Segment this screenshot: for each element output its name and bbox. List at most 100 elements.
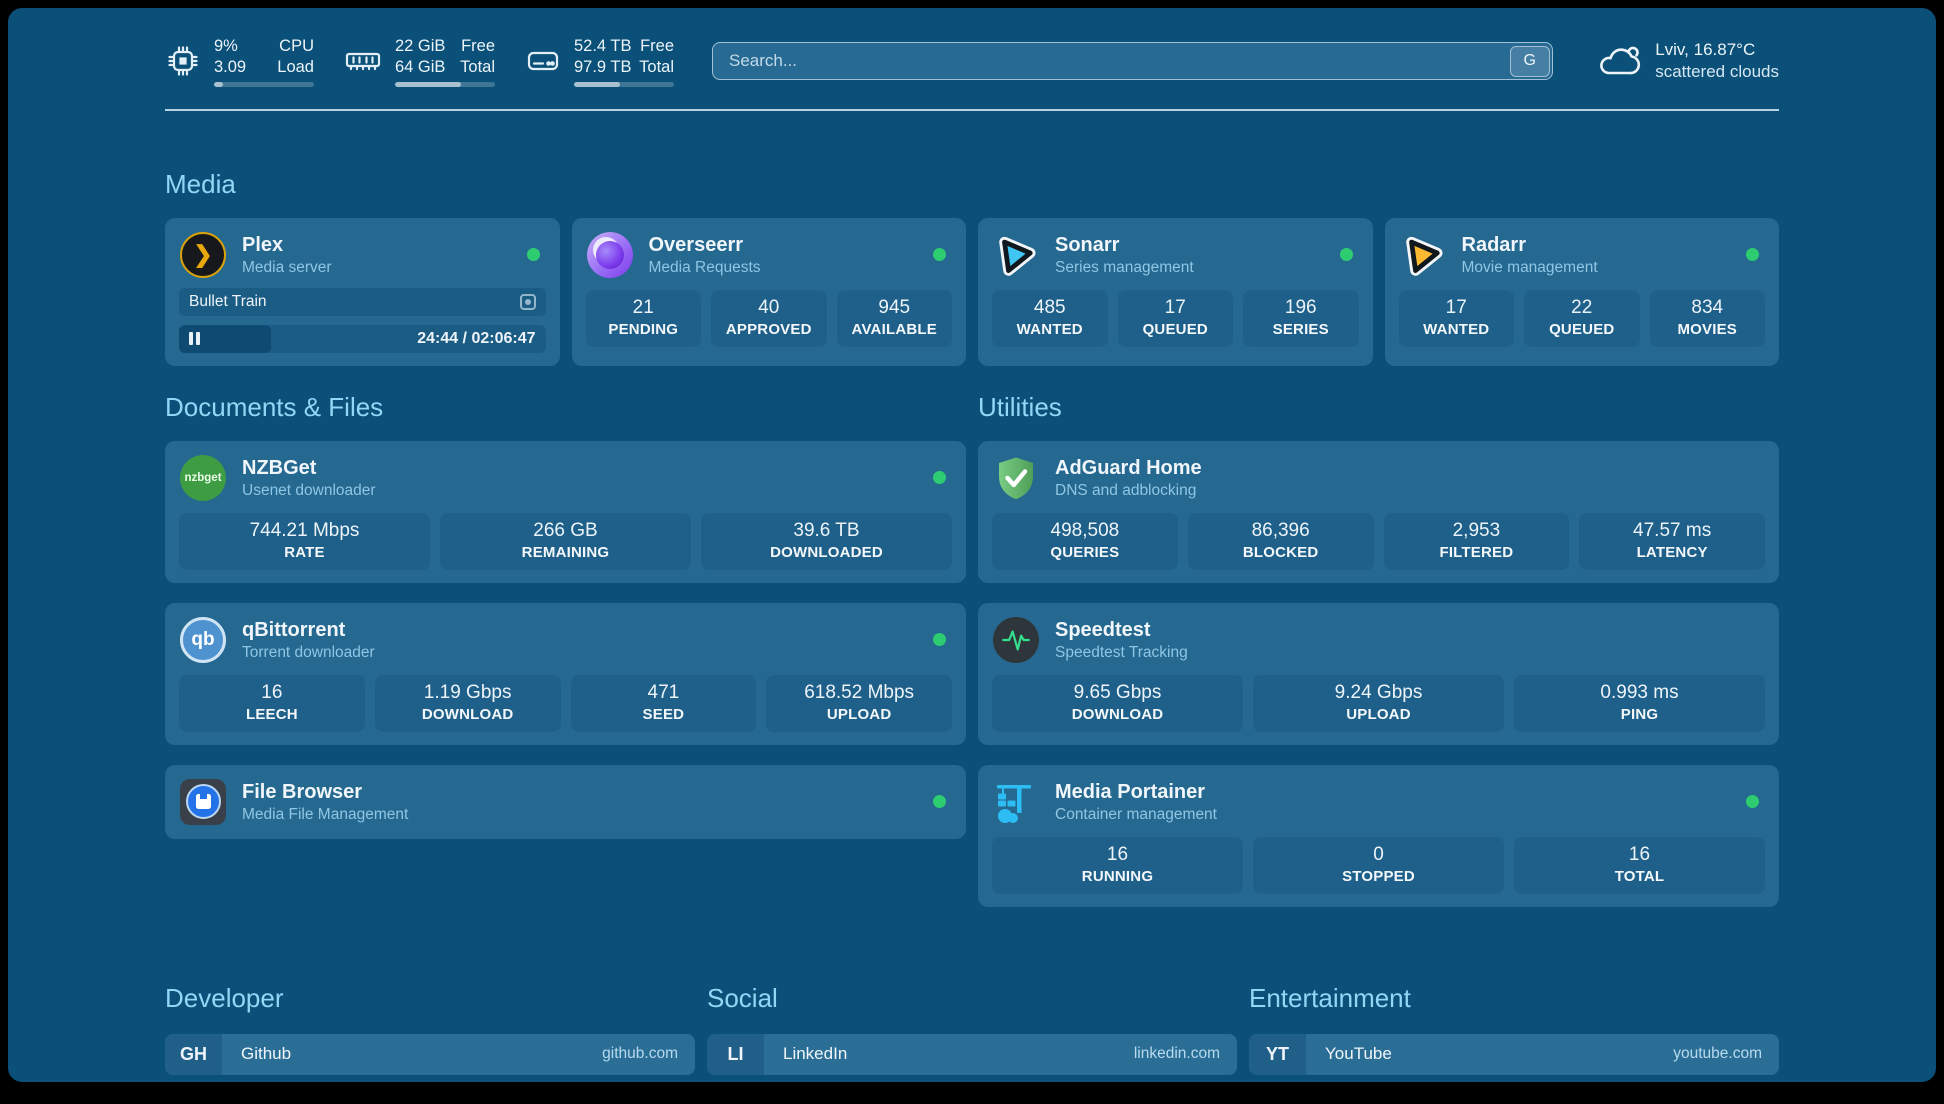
bookmark-header-developer: Developer [165,982,284,1013]
disk-free: 52.4 TB [574,37,632,55]
memory-stat: 22 GiB Free 64 GiB Total [344,36,495,87]
disk-total: 97.9 TB [574,57,632,76]
stat-series: 196 SERIES [1243,289,1359,347]
cpu-load: 3.09 [214,57,247,76]
section-header-media: Media [165,168,236,199]
bookmark-header-entertainment: Entertainment [1249,982,1411,1013]
app-card-plex[interactable]: ❯ Plex Media server Bullet Train 24:44 /… [165,217,560,366]
status-dot [1339,248,1353,262]
bookmark-header-social: Social [707,982,778,1013]
stream-info-icon[interactable] [519,293,536,310]
app-subtitle: Media server [242,258,332,276]
app-subtitle: Torrent downloader [242,643,375,661]
app-card-overseerr[interactable]: Overseerr Media Requests 21 PENDING 40 APP… [571,217,966,366]
app-title: NZBGet [242,456,317,479]
app-card-portainer[interactable]: Media Portainer Container management 16 R… [978,764,1779,907]
sonarr-icon [999,236,1036,276]
status-dot [933,471,946,485]
now-playing-title: Bullet Train [189,292,267,310]
status-dot [933,248,946,262]
filebrowser-icon [180,778,226,825]
stat-running: 16 RUNNING [992,836,1243,894]
app-title: File Browser [242,780,363,803]
app-subtitle: Usenet downloader [242,481,376,499]
app-title: qBittorrent [242,618,346,641]
app-card-radarr[interactable]: Radarr Movie management 17 WANTED 22 QUEUE… [1384,217,1779,366]
stat-pending: 21 PENDING [585,289,701,347]
app-title: Speedtest [1055,618,1151,641]
stat-remaining: 266 GB REMAINING [440,512,691,570]
pause-button[interactable] [189,332,200,346]
disk-label-1: Free [640,37,674,55]
stat-upload: 618.52 Mbps UPLOAD [766,674,952,732]
stat-movies: 834 MOVIES [1649,289,1765,347]
app-card-speedtest[interactable]: Speedtest Speedtest Tracking 9.65 Gbps DO… [978,602,1779,745]
weather-location: Lviv, 16.87°C [1655,40,1756,60]
scattered-clouds-icon [1600,47,1641,75]
radarr-icon [1405,236,1443,276]
app-card-adguard[interactable]: AdGuard Home DNS and adblocking 498,508 Q… [978,440,1779,583]
app-subtitle: Speedtest Tracking [1055,643,1188,661]
section-header-documents: Documents & Files [165,391,384,422]
dashboard-page: 9% CPU 3.09 Load 22 GiB Free 64 GiB Total [8,8,1936,1082]
app-card-sonarr[interactable]: Sonarr Series management 485 WANTED 17 QUE… [978,217,1373,366]
qbittorrent-icon: qb [180,616,226,663]
app-card-nzbget[interactable]: nzbget NZBGet Usenet downloader 744.21 M… [165,440,966,583]
app-subtitle: Series management [1055,258,1194,276]
stat-wanted: 17 WANTED [1398,289,1514,347]
app-title: Radarr [1461,233,1526,256]
stat-download: 9.65 Gbps DOWNLOAD [992,674,1243,732]
bookmark-youtube[interactable]: YT YouTube youtube.com [1249,1033,1779,1075]
top-bar: 9% CPU 3.09 Load 22 GiB Free 64 GiB Total [165,36,1779,87]
system-stats: 9% CPU 3.09 Load 22 GiB Free 64 GiB Total [165,36,674,87]
memory-label-1: Free [461,37,495,55]
app-card-filebrowser[interactable]: File Browser Media File Management [165,764,966,839]
weather-condition: scattered clouds [1655,62,1779,82]
stat-leech: 16 LEECH [179,674,365,732]
stat-filtered: 2,953 FILTERED [1383,512,1570,570]
cpu-stat: 9% CPU 3.09 Load [165,36,314,87]
app-subtitle: Container management [1055,805,1217,823]
stat-available: 945 AVAILABLE [836,289,952,347]
stat-seed: 471 SEED [570,674,757,732]
stat-total: 16 TOTAL [1514,836,1765,894]
memory-label-2: Total [460,57,495,76]
memory-icon [345,53,381,71]
stat-queued: 17 QUEUED [1117,289,1233,347]
weather-widget: Lviv, 16.87°C scattered clouds [1597,39,1779,83]
cpu-label-1: CPU [279,37,314,55]
memory-free: 22 GiB [395,37,446,55]
now-playing-row: Bullet Train [179,287,546,316]
bookmark-group-developer: Developer GH Github github.com SO StackO… [165,983,695,1082]
cpu-icon [168,46,198,76]
status-dot [1746,248,1759,262]
stat-blocked: 86,396 BLOCKED [1187,512,1374,570]
memory-progress-bar [395,82,495,87]
adguard-icon [999,457,1033,500]
app-title: Plex [242,233,284,256]
stat-queries: 498,508 QUERIES [992,512,1178,570]
app-title: Sonarr [1055,233,1120,256]
app-card-qbittorrent[interactable]: qb qBittorrent Torrent downloader 16 LEEC… [165,602,966,745]
disk-label-2: Total [639,57,674,76]
stat-ping: 0.993 ms PING [1514,674,1765,732]
utilities-column: Utilities AdGuard Home DNS and [978,366,1779,927]
app-subtitle: DNS and adblocking [1055,481,1197,499]
overseerr-icon [586,231,633,278]
stat-queued: 22 QUEUED [1524,289,1640,347]
stat-upload: 9.24 Gbps UPLOAD [1253,674,1504,732]
bookmark-github[interactable]: GH Github github.com [165,1033,695,1075]
stat-latency: 47.57 ms LATENCY [1579,512,1765,570]
bookmark-linkedin[interactable]: LI LinkedIn linkedin.com [707,1033,1237,1075]
bookmark-group-entertainment: Entertainment YT YouTube youtube.com NF … [1249,983,1779,1082]
search-provider-button[interactable]: G [1509,45,1550,77]
plex-icon: ❯ [180,231,226,278]
stat-approved: 40 APPROVED [711,289,827,347]
app-subtitle: Media Requests [648,258,761,276]
nzbget-icon: nzbget [180,454,226,501]
stat-download: 1.19 Gbps DOWNLOAD [374,674,561,732]
disk-progress-bar [574,82,674,87]
app-subtitle: Movie management [1461,258,1598,276]
app-subtitle: Media File Management [242,805,409,823]
search-input[interactable] [712,42,1554,81]
